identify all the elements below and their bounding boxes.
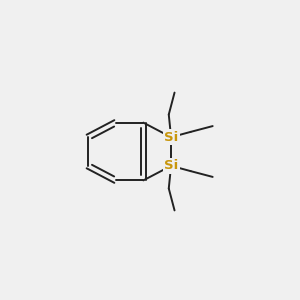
Text: Si: Si (164, 159, 178, 172)
Text: Si: Si (164, 131, 178, 144)
